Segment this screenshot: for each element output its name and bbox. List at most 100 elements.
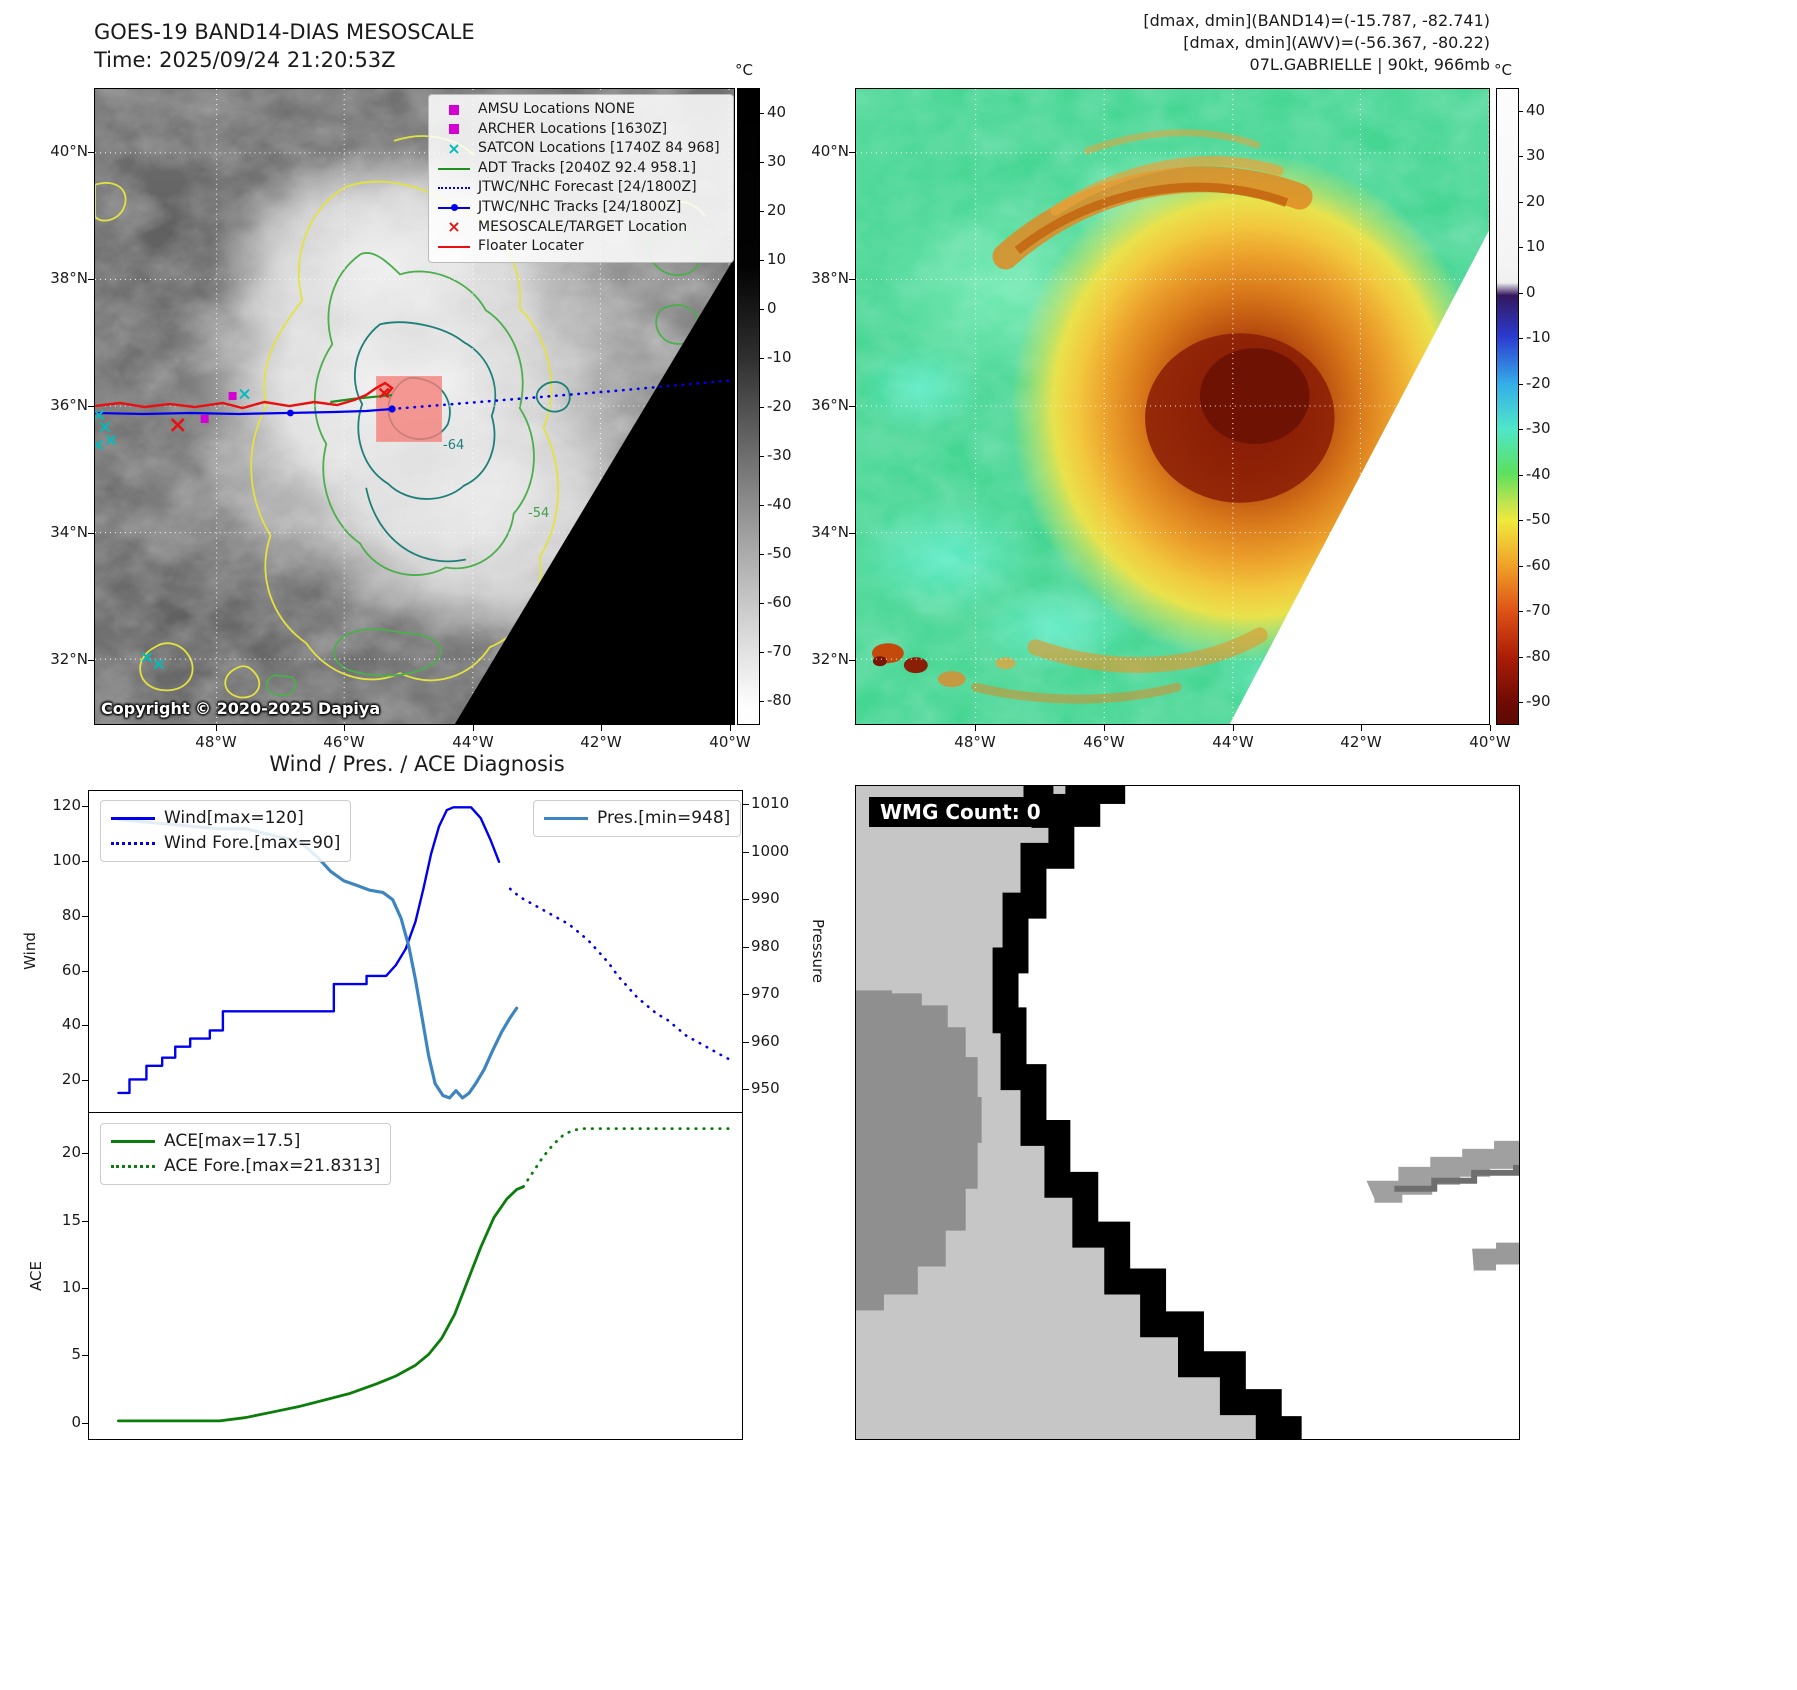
axis-tick-mark <box>601 725 602 731</box>
jtwc-track-point <box>286 409 294 417</box>
y-tick-label: 10 <box>61 1277 81 1296</box>
axis-tick-mark <box>82 1025 88 1027</box>
axis-tick-mark <box>216 725 217 731</box>
axis-tick-mark <box>1519 110 1523 112</box>
y-tick-label: 950 <box>751 1079 780 1098</box>
x-marker-icon: × <box>447 217 461 237</box>
spiral-band <box>1014 182 1289 255</box>
legend-row: Wind Fore.[max=90] <box>111 831 340 856</box>
map-right-header: [dmax, dmin](BAND14)=(-15.787, -82.741) … <box>900 10 1490 76</box>
y-tick-label: 0 <box>71 1412 81 1431</box>
legend-row: ADT Tracks [2040Z 92.4 958.1] <box>437 159 725 179</box>
legend-label: AMSU Locations NONE <box>478 101 636 117</box>
axis-tick-mark <box>82 1080 88 1082</box>
axis-tick-mark <box>82 1422 88 1424</box>
lat-tick-label: 36°N <box>811 396 849 414</box>
lon-tick-label: 42°W <box>1340 733 1382 751</box>
green-contour <box>333 628 442 677</box>
axis-tick-mark <box>344 725 345 731</box>
legend-label: JTWC/NHC Tracks [24/1800Z] <box>478 198 682 215</box>
axis-tick-mark <box>88 660 94 661</box>
axis-tick-mark <box>88 533 94 534</box>
series-line <box>117 1185 525 1423</box>
axis-tick-mark <box>82 1220 88 1222</box>
axis-tick-mark <box>1104 725 1105 731</box>
yellow-contour <box>95 182 127 222</box>
wmg-small-gray-patch <box>1472 1236 1519 1275</box>
axis-tick-mark <box>743 1089 749 1091</box>
square-marker-icon <box>437 104 471 115</box>
axis-tick-mark <box>760 700 764 702</box>
storm-cold-core <box>1199 348 1310 444</box>
axis-tick-mark <box>1519 292 1523 294</box>
legend-row: AMSU Locations NONE <box>437 100 725 120</box>
legend-label: SATCON Locations [1740Z 84 968] <box>478 140 720 157</box>
temperature-contours <box>95 135 706 699</box>
diagnosis-title: Wind / Pres. / ACE Diagnosis <box>269 752 565 776</box>
colorbar-unit-label: °C <box>735 61 753 79</box>
ir-color-map-panel <box>855 88 1490 725</box>
axis-tick-mark <box>849 152 855 153</box>
legend-line-sample <box>111 1165 155 1168</box>
legend-line-sample <box>111 1140 155 1143</box>
axis-tick-mark <box>1519 383 1523 385</box>
colorbar-tick-label: 40 <box>767 102 787 121</box>
colorbar-tick-label: -30 <box>767 445 792 464</box>
colorbar-tick-label: -60 <box>1526 555 1551 574</box>
colorbar-tick-label: -70 <box>1526 601 1551 620</box>
colorbar-tick-label: -50 <box>767 543 792 562</box>
teal-contour <box>365 487 467 563</box>
floater-marker <box>378 387 390 399</box>
y-tick-label: 1010 <box>751 794 790 813</box>
y-tick-label: 980 <box>751 936 780 955</box>
axis-tick-mark <box>743 946 749 948</box>
legend-label: ARCHER Locations [1630Z] <box>478 120 668 137</box>
teal-contour <box>354 321 497 500</box>
satcon-marker <box>239 388 250 400</box>
satcon-marker <box>95 439 104 451</box>
y-tick-label: 960 <box>751 1031 780 1050</box>
axis-tick-mark <box>88 279 94 280</box>
lon-tick-label: 44°W <box>1212 733 1254 751</box>
axis-tick-mark <box>760 161 764 163</box>
axis-tick-mark <box>743 804 749 806</box>
spiral-band <box>1083 129 1261 155</box>
jtwc-track-line <box>95 407 393 416</box>
contour-label: -54 <box>528 506 550 521</box>
lat-tick-label: 32°N <box>811 650 849 668</box>
axis-tick-mark <box>1233 725 1234 731</box>
legend-line-sample <box>111 817 155 820</box>
axis-tick-mark <box>760 651 764 653</box>
colorbar-tick-label: 0 <box>767 298 777 317</box>
axis-tick-mark <box>849 660 855 661</box>
axis-tick-mark <box>88 406 94 407</box>
yellow-contour <box>139 642 194 692</box>
lon-tick-label: 44°W <box>452 733 494 751</box>
axis-tick-mark <box>849 406 855 407</box>
axis-tick-mark <box>82 806 88 808</box>
y-tick-label: 1000 <box>751 841 790 860</box>
axis-tick-mark <box>743 1041 749 1043</box>
axis-tick-mark <box>82 1287 88 1289</box>
axis-tick-mark <box>82 915 88 917</box>
satcon-marker <box>153 658 164 670</box>
contour-label: -64 <box>443 438 465 453</box>
axis-tick-mark <box>1519 656 1523 658</box>
axis-tick-mark <box>88 152 94 153</box>
axis-tick-mark <box>1519 565 1523 567</box>
colorbar-tick-label: 10 <box>1526 237 1546 256</box>
axis-tick-mark <box>82 861 88 863</box>
y-tick-label: 970 <box>751 984 780 1003</box>
legend-line-sample <box>544 817 588 820</box>
axis-tick-mark <box>1519 338 1523 340</box>
legend-label: MESOSCALE/TARGET Location <box>478 218 688 235</box>
map-left-title: GOES-19 BAND14-DIAS MESOSCALE <box>94 20 475 44</box>
y-tick-label: 20 <box>61 1143 81 1162</box>
legend-label: ADT Tracks [2040Z 92.4 958.1] <box>478 159 697 176</box>
axis-tick-mark <box>1519 611 1523 613</box>
legend-label: JTWC/NHC Forecast [24/1800Z] <box>478 179 697 196</box>
axis-tick-mark <box>82 970 88 972</box>
mesoscale-target-marker <box>170 418 185 432</box>
line-marker-icon <box>437 167 471 170</box>
